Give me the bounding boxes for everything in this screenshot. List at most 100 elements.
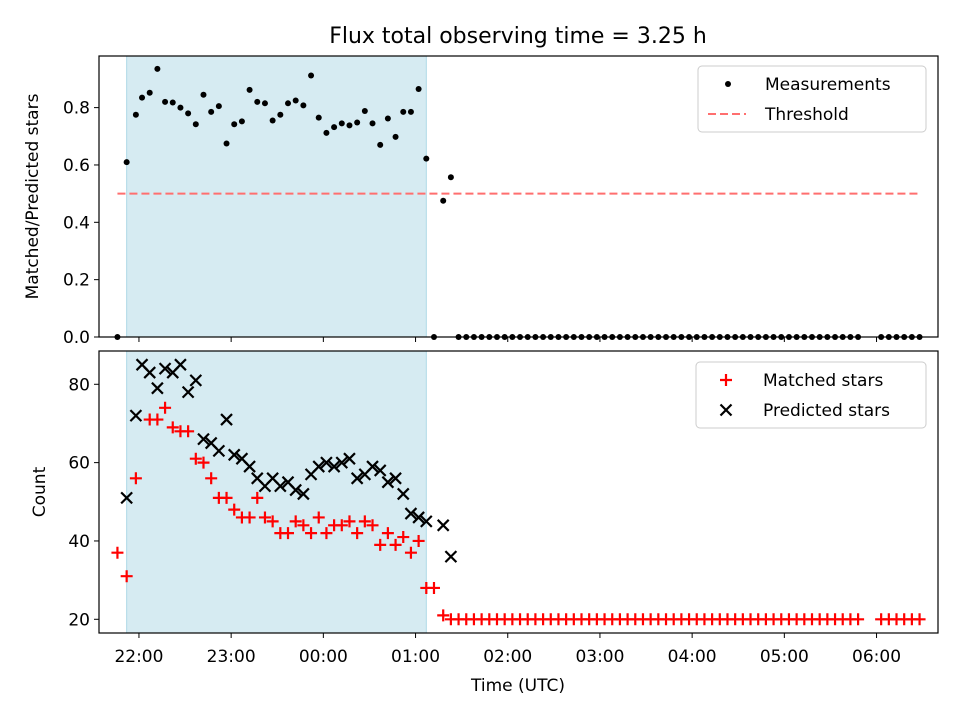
x-tick-label: 05:00 xyxy=(760,647,809,667)
y-axis-label: Count xyxy=(30,466,50,517)
data-point xyxy=(205,472,218,485)
data-point xyxy=(444,550,458,563)
data-point xyxy=(369,120,376,127)
data-point xyxy=(243,460,256,473)
data-point xyxy=(159,401,172,414)
data-point xyxy=(331,124,338,131)
x-tick-label: 22:00 xyxy=(114,647,163,667)
data-point xyxy=(297,487,310,501)
x-tick-label: 00:00 xyxy=(299,647,348,667)
data-point xyxy=(266,515,279,528)
data-point xyxy=(420,515,433,528)
data-point xyxy=(437,609,450,622)
y-tick-label: 60 xyxy=(68,454,90,474)
data-point xyxy=(346,122,353,129)
legend-matched-swatch xyxy=(720,374,732,386)
data-point xyxy=(384,115,391,122)
data-point xyxy=(162,98,169,105)
data-point xyxy=(189,374,203,387)
data-point xyxy=(400,108,407,115)
data-point xyxy=(197,456,210,469)
data-point xyxy=(361,108,368,115)
data-point xyxy=(120,491,133,505)
data-point xyxy=(373,464,387,477)
data-point xyxy=(327,460,341,473)
data-point xyxy=(129,409,143,422)
data-point xyxy=(404,546,417,559)
data-point xyxy=(396,487,410,501)
data-point xyxy=(366,460,379,473)
data-point xyxy=(440,197,447,204)
legend: Measurements Threshold xyxy=(697,65,927,133)
data-point xyxy=(151,381,164,395)
data-point xyxy=(158,362,172,375)
data-point xyxy=(852,613,865,626)
data-point xyxy=(251,491,264,504)
y-tick-label: 0.0 xyxy=(63,328,90,348)
data-point xyxy=(111,546,124,559)
data-point xyxy=(412,534,425,547)
data-point xyxy=(397,531,410,544)
data-point xyxy=(389,538,402,551)
data-point xyxy=(200,91,207,98)
data-point xyxy=(447,174,454,181)
shaded-interval xyxy=(126,55,427,338)
data-point xyxy=(366,519,379,532)
data-point xyxy=(166,421,179,434)
axes-frame xyxy=(98,350,939,634)
data-point xyxy=(312,460,326,473)
data-point xyxy=(154,65,161,72)
data-point xyxy=(132,111,139,118)
data-point xyxy=(120,570,133,583)
data-point xyxy=(123,159,130,166)
x-tick-label: 03:00 xyxy=(575,647,624,667)
x-axis-label: Time (UTC) xyxy=(470,676,565,696)
data-point xyxy=(223,140,230,147)
x-tick-label: 23:00 xyxy=(207,647,256,667)
data-point xyxy=(312,511,325,524)
data-point xyxy=(913,613,926,626)
x-tick-label: 06:00 xyxy=(852,647,901,667)
data-point xyxy=(292,97,299,104)
data-point xyxy=(335,519,348,532)
data-point xyxy=(289,483,302,497)
data-point xyxy=(181,385,195,399)
data-point xyxy=(129,472,142,485)
data-point xyxy=(189,452,202,465)
data-point xyxy=(261,100,268,107)
data-point xyxy=(254,98,261,105)
bottom-panel: 20 40 60 80 22:00 23:00 00:00 01:00 02:00 03:00 04… xyxy=(30,350,939,667)
data-point xyxy=(377,141,384,148)
data-point xyxy=(351,527,364,540)
data-point xyxy=(381,475,395,489)
x-tick-label: 04:00 xyxy=(668,647,717,667)
legend-box xyxy=(697,65,927,133)
data-point xyxy=(315,114,322,121)
data-point xyxy=(343,515,356,528)
data-point xyxy=(350,472,364,485)
data-point xyxy=(282,527,295,540)
data-point xyxy=(220,491,233,504)
data-point xyxy=(277,111,284,118)
y-tick-label: 0.4 xyxy=(63,213,90,233)
data-point xyxy=(343,452,356,465)
data-point xyxy=(358,515,371,528)
top-panel: 0.0 0.2 0.4 0.6 0.8 Matched/Predicted stars Me… xyxy=(23,55,939,348)
legend-label: Predicted stars xyxy=(763,401,890,421)
data-point xyxy=(297,519,310,532)
data-point xyxy=(215,103,222,110)
data-point xyxy=(274,479,287,493)
data-point xyxy=(197,432,210,446)
data-point xyxy=(231,121,238,128)
data-point xyxy=(151,413,164,426)
legend-label: Measurements xyxy=(765,75,891,95)
data-point xyxy=(323,129,330,136)
data-point xyxy=(427,581,440,594)
data-point xyxy=(169,99,176,106)
data-point xyxy=(374,538,387,551)
data-point xyxy=(415,85,422,92)
data-point xyxy=(320,527,333,540)
data-point xyxy=(185,110,192,117)
y-axis-label: Matched/Predicted stars xyxy=(23,93,43,299)
